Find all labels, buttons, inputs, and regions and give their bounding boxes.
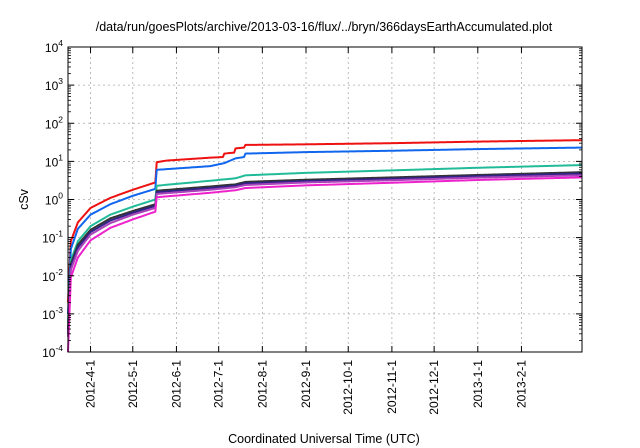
series-line-6 <box>67 174 583 337</box>
y-tick-label: 103 <box>45 76 63 93</box>
x-tick-label: 2013-2-1 <box>514 360 528 408</box>
y-tick-label: 100 <box>45 191 63 208</box>
y-axis-ticks: 10-4 10-3 10-2 10-1 100 101 102 103 104 <box>42 38 582 360</box>
x-tick-label: 2012-8-1 <box>255 360 269 408</box>
x-tick-label: 2012-4-1 <box>84 360 98 408</box>
y-tick-label: 10-2 <box>42 267 63 284</box>
series-line-4 <box>67 171 583 330</box>
x-axis-label: Coordinated Universal Time (UTC) <box>228 432 420 446</box>
x-axis-ticks: 2012-4-1 2012-5-1 2012-6-1 2012-7-1 2012-8-1… <box>84 47 528 415</box>
x-tick-label: 2012-7-1 <box>212 360 226 408</box>
x-tick-label: 2012-9-1 <box>299 360 313 408</box>
y-tick-label: 102 <box>45 114 63 131</box>
series-lines <box>67 139 583 353</box>
x-tick-label: 2012-6-1 <box>169 360 183 408</box>
chart-title: /data/run/goesPlots/archive/2013-03-16/f… <box>96 20 553 34</box>
y-tick-label: 10-4 <box>42 343 63 360</box>
x-tick-label: 2012-5-1 <box>126 360 140 408</box>
x-tick-label: 2012-11-1 <box>385 360 399 414</box>
x-tick-label: 2012-10-1 <box>341 360 355 415</box>
x-tick-label: 2012-12-1 <box>427 360 441 415</box>
y-tick-label: 10-1 <box>42 229 63 246</box>
y-tick-label: 101 <box>45 152 63 169</box>
y-tick-label: 104 <box>45 38 63 55</box>
series-line-5 <box>67 172 583 334</box>
y-axis-label: cSv <box>17 188 31 210</box>
series-line-7 <box>67 176 583 353</box>
y-tick-label: 10-3 <box>42 305 63 322</box>
x-tick-label: 2013-1-1 <box>471 360 485 408</box>
series-line-3 <box>67 164 583 323</box>
series-line-2 <box>67 146 583 314</box>
series-line-1 <box>67 139 583 303</box>
